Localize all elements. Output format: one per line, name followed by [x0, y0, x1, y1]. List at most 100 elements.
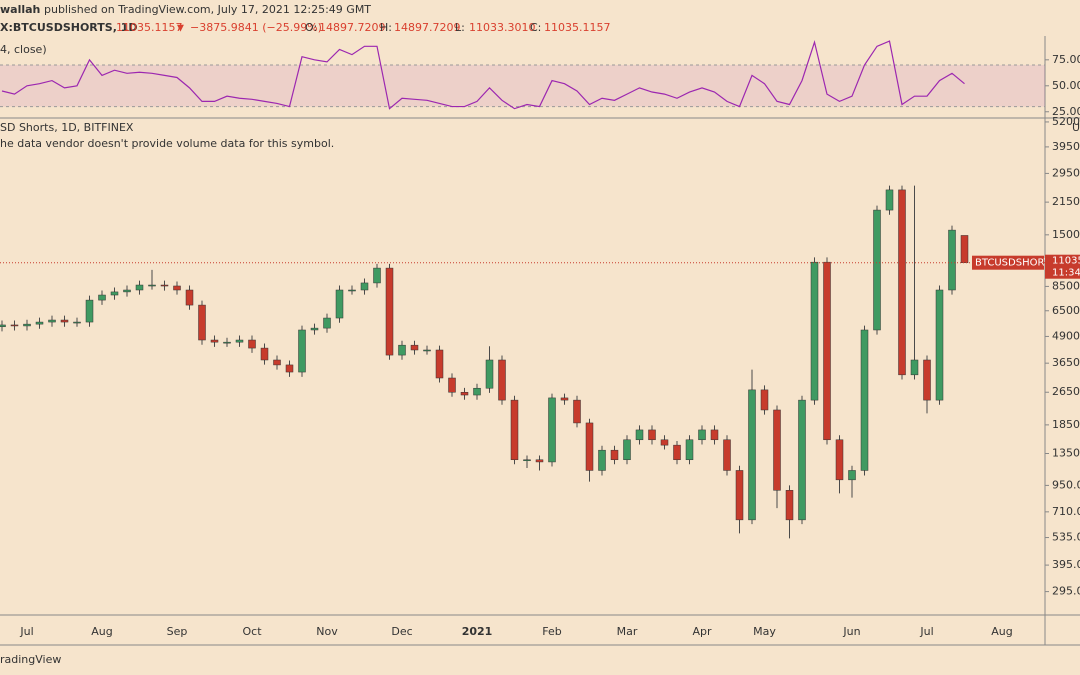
y-tick-label: 1350.0 [1052, 446, 1080, 459]
ohlc-value: 14897.7209 [394, 21, 460, 34]
footer: radingView [0, 653, 61, 666]
y-tick-label: 15000 [1052, 228, 1080, 241]
candle-body [848, 470, 856, 481]
x-tick-label: Aug [991, 625, 1012, 638]
y-tick-label: 8500.0 [1052, 279, 1080, 292]
candle-body [373, 267, 381, 284]
candle-body [910, 359, 919, 376]
candle-body [760, 389, 769, 411]
candle-body [248, 339, 256, 349]
ohlc-label: C: [530, 21, 541, 34]
candle-body [110, 291, 119, 296]
y-tick-label: 295.0 [1052, 585, 1080, 598]
chart-subtitle: he data vendor doesn't provide volume da… [0, 137, 334, 150]
candle-body [498, 359, 506, 401]
y-tick-label: 39500 [1052, 140, 1080, 153]
x-tick-label: Dec [391, 625, 412, 638]
countdown: 11:34 [1052, 268, 1080, 279]
ohlc-value: 11035.1157 [544, 21, 610, 34]
candle-body [160, 284, 169, 287]
y-tick-label: 2650.0 [1052, 385, 1080, 398]
candle-body [885, 189, 894, 211]
candle-body [535, 459, 544, 463]
candle-body [173, 285, 181, 291]
candle-body [560, 397, 569, 401]
candle-body [73, 321, 81, 324]
candle-body [98, 294, 106, 301]
candle-body [610, 449, 619, 461]
candle-body [223, 341, 231, 344]
y-tick-label: 710.0 [1052, 505, 1080, 518]
y-tick-label: 395.0 [1052, 558, 1080, 571]
chart-title: SD Shorts, 1D, BITFINEX [0, 121, 134, 134]
candle-body [573, 399, 581, 424]
candle-body [873, 209, 881, 331]
x-tick-label: Oct [242, 625, 262, 638]
candle-body [398, 344, 406, 356]
author: wallah [0, 3, 40, 16]
candle-body [948, 229, 956, 291]
rsi-line [1, 39, 965, 110]
candle-body [735, 470, 744, 521]
candle-body [185, 289, 194, 306]
candle-body [385, 267, 394, 356]
candle-body [10, 324, 19, 327]
candle-body [773, 409, 781, 491]
y-tick-label: 535.0 [1052, 531, 1080, 544]
candle-body [660, 439, 669, 446]
y-tick-label: 3650.0 [1052, 356, 1080, 369]
x-tick-label: Sep [167, 625, 188, 638]
candle-body [348, 289, 356, 292]
candle-body [235, 339, 244, 343]
y-tick-label: 25.00 [1052, 105, 1080, 118]
x-tick-label: Jul [919, 625, 933, 638]
candle-body [473, 387, 481, 396]
candle-body [123, 289, 131, 293]
candle-body [523, 459, 531, 462]
last-price: 11035.1157 [116, 21, 182, 34]
candle-body [210, 339, 219, 343]
candle-body [935, 289, 944, 401]
candle-body [23, 323, 31, 327]
axis-price: 11035 [1052, 256, 1080, 267]
y-unit: U [1072, 121, 1080, 134]
candle-body [548, 397, 556, 463]
candle-body [135, 284, 144, 291]
candle-body [810, 261, 819, 401]
x-tick-label: May [753, 625, 776, 638]
candle-body [710, 429, 719, 441]
candle-body [323, 317, 331, 329]
rsi-title: 4, close) [0, 43, 47, 56]
down-arrow: ▼ [177, 24, 184, 34]
candle-body [48, 319, 56, 323]
candle-body [510, 399, 519, 461]
y-tick-label: 21500 [1052, 195, 1080, 208]
candle-body [685, 439, 694, 461]
axis-price-box [1045, 254, 1080, 279]
candle-body [148, 284, 156, 287]
x-tick-label: Apr [692, 625, 712, 638]
ohlc-value: 11033.3010 [469, 21, 535, 34]
candle-body [298, 329, 306, 373]
x-tick-label: Jul [19, 625, 33, 638]
y-tick-label: 50.00 [1052, 79, 1080, 92]
candle-body [360, 282, 369, 291]
y-tick-label: 29500 [1052, 166, 1080, 179]
candle-body [310, 327, 319, 331]
x-tick-label: Aug [91, 625, 112, 638]
candle-body [785, 490, 794, 521]
candle-body [648, 429, 656, 441]
candle-body [698, 429, 706, 441]
candle-body [273, 359, 281, 366]
candle-body [285, 364, 294, 373]
x-tick-label: 2021 [462, 625, 493, 638]
candle-body [410, 344, 419, 351]
candle-body [635, 429, 644, 441]
candle-body [435, 349, 444, 379]
ohlc-label: O: [305, 21, 317, 34]
y-tick-label: 75.00 [1052, 53, 1080, 66]
candle-body [198, 304, 206, 341]
candle-body [748, 389, 756, 521]
